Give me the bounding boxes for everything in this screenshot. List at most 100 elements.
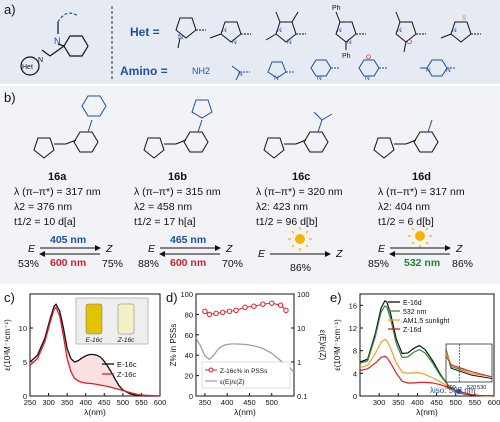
x-tick-label: 350 bbox=[392, 398, 405, 407]
y-tick-label: 4 bbox=[353, 369, 357, 378]
x-tick-label: 300 bbox=[42, 398, 55, 407]
y-tick-label: 0 bbox=[353, 392, 357, 401]
x-tick-label: 250 bbox=[24, 398, 37, 407]
pss-point bbox=[202, 308, 208, 315]
x-tick-label: 450 bbox=[243, 398, 256, 407]
legend-label-3: Z-16d bbox=[403, 327, 421, 334]
panel-a-label: a) bbox=[4, 2, 16, 17]
vial-label-z: Z-16c bbox=[117, 337, 135, 344]
x-tick-label: 450 bbox=[430, 398, 443, 407]
compound-16d-e: E bbox=[378, 243, 386, 255]
pss-point bbox=[233, 307, 239, 314]
plot-frame bbox=[29, 293, 161, 397]
compound-16a-e: E bbox=[28, 243, 36, 255]
compound-16a-structure bbox=[33, 95, 107, 159]
chart-e: 300 350 400 450 500 550 600 0 4 8 12 16 λ(nm) ε(10³M⁻… bbox=[333, 293, 500, 417]
photoswitch-arrows bbox=[39, 226, 451, 257]
compound-16d-reverse: 532 nm bbox=[404, 257, 441, 269]
panel-a-background bbox=[0, 0, 500, 84]
compound-16c-lambda1: λ (π–π*) = 320 nm bbox=[256, 186, 343, 198]
svg-text:N: N bbox=[452, 27, 457, 34]
y-tick-label: 40 bbox=[185, 351, 193, 360]
svg-text:N: N bbox=[317, 75, 322, 82]
series-ratio bbox=[195, 337, 295, 373]
chart-d: 350 400 450 500 0 20 40 60 80 100 λ(nm) Z% in PSSs 0… bbox=[169, 290, 327, 417]
compound-16d-lambda2: λ2: 404 nm bbox=[378, 201, 430, 213]
compound-16b-z: Z bbox=[226, 243, 233, 255]
pss-point bbox=[260, 301, 266, 307]
svg-text:N: N bbox=[337, 27, 342, 34]
compound-16d-z: Z bbox=[456, 243, 463, 255]
compound-16a-forward: 405 nm bbox=[50, 234, 87, 246]
x-tick-label: 550 bbox=[135, 398, 148, 407]
compound-16b-reverse: 600 nm bbox=[170, 257, 207, 269]
vial-z-16c bbox=[117, 303, 135, 335]
compound-16d-structure bbox=[373, 119, 439, 159]
legend-label-1: 532 nm bbox=[403, 309, 427, 316]
sun-icon-16c bbox=[288, 227, 312, 251]
svg-text:S: S bbox=[462, 15, 467, 22]
compound-16c-z-pct: 86% bbox=[290, 262, 312, 274]
compound-16a-halflife: t1/2 = 10 d[a] bbox=[14, 216, 76, 228]
compound-16b-halflife: t1/2 = 17 h[a] bbox=[134, 216, 196, 228]
y-axis-label: ε(10³M⁻¹cm⁻¹) bbox=[3, 319, 12, 371]
pss-point bbox=[242, 304, 248, 310]
y-tick-label: 0 bbox=[189, 392, 193, 401]
y-tick-label: 80 bbox=[185, 310, 193, 319]
svg-text:N: N bbox=[38, 57, 43, 64]
x-tick-label: 400 bbox=[221, 398, 234, 407]
y-tick-label: 10 bbox=[19, 324, 27, 333]
panel-a-structures: N N Het N bbox=[20, 5, 481, 82]
legend-label-0: E-16d bbox=[403, 300, 422, 307]
panel-d-label: d) bbox=[166, 290, 178, 305]
x-tick-label: 350 bbox=[199, 398, 212, 407]
plot-frame bbox=[195, 293, 295, 397]
y-right-tick-label: 0.1 bbox=[297, 392, 307, 401]
het-structures: N bbox=[175, 11, 481, 53]
svg-text:N: N bbox=[287, 39, 292, 46]
x-axis-label: λ(nm) bbox=[416, 407, 438, 417]
x-tick-label: 350 bbox=[61, 398, 74, 407]
compound-16b-forward: 465 nm bbox=[170, 234, 207, 246]
inset-tick-label: 500 bbox=[447, 385, 456, 391]
x-tick-label: 300 bbox=[373, 398, 386, 407]
y-right-tick-label: 1 bbox=[297, 358, 301, 367]
y-tick-label: 100 bbox=[180, 290, 193, 299]
legend-marker-pss bbox=[208, 367, 214, 373]
legend-label-ratio: ε(E)/ε(Z) bbox=[220, 379, 245, 386]
het-label: Het = bbox=[130, 25, 160, 39]
legend-label-e: E-16c bbox=[117, 360, 137, 369]
series-z-16c bbox=[29, 306, 161, 397]
svg-text:N: N bbox=[238, 71, 243, 78]
compound-16d-id: 16d bbox=[412, 171, 431, 183]
x-axis-label: λ(nm) bbox=[234, 407, 256, 417]
isosbestic-label: λiso: 508 nm bbox=[430, 386, 476, 395]
amino-structures bbox=[231, 59, 455, 81]
compound-16b-e-pct: 88% bbox=[138, 258, 160, 270]
compound-16c-structure bbox=[263, 111, 333, 159]
pss-point bbox=[251, 303, 257, 309]
compound-16c-e: E bbox=[258, 248, 266, 260]
panel-c-label: c) bbox=[4, 290, 15, 305]
svg-text:O: O bbox=[366, 54, 371, 61]
x-tick-label: 550 bbox=[469, 398, 482, 407]
compound-16c-lambda2: λ2: 423 nm bbox=[256, 201, 308, 213]
x-tick-label: 500 bbox=[265, 398, 278, 407]
generic-azo-scaffold: N N Het bbox=[20, 12, 89, 76]
legend-label-z: Z-16c bbox=[117, 370, 136, 379]
compound-16d-e-pct: 85% bbox=[368, 258, 390, 270]
panel-b-background bbox=[0, 86, 500, 284]
svg-text:N: N bbox=[232, 39, 237, 46]
x-tick-label: 400 bbox=[79, 398, 92, 407]
compound-16c-halflife: t1/2 = 96 d[b] bbox=[256, 216, 318, 228]
compound-16d-halflife: t1/2 = 6 d[b] bbox=[378, 216, 434, 228]
compound-16b-z-pct: 70% bbox=[222, 258, 244, 270]
series-e-16c bbox=[29, 303, 160, 397]
inset-series-sunlight bbox=[445, 352, 493, 378]
svg-text:Het: Het bbox=[22, 64, 33, 71]
compound-16c-id: 16c bbox=[292, 171, 311, 183]
y-tick-label: 5 bbox=[23, 358, 27, 367]
compound-16b-lambda2: λ2 = 458 nm bbox=[134, 201, 193, 213]
y-tick-label: 12 bbox=[349, 324, 357, 333]
het-ph-top: Ph bbox=[332, 5, 341, 12]
